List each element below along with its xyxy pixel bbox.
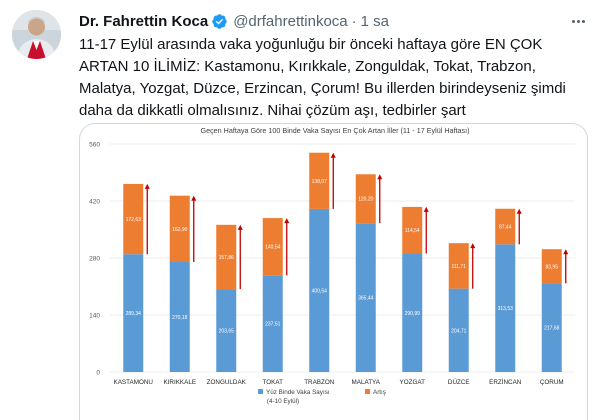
- data-label-increase: 87,44: [499, 225, 512, 231]
- x-tick-label: KASTAMONU: [114, 379, 154, 386]
- tweet-media-chart[interactable]: Geçen Haftaya Göre 100 Binde Vaka Sayısı…: [79, 123, 588, 420]
- bar-increase-5: [355, 174, 376, 224]
- data-label-base: 217,68: [544, 326, 560, 332]
- legend-swatch-base: [258, 389, 263, 394]
- data-label-increase: 140,54: [265, 245, 281, 251]
- increase-arrow-head: [423, 206, 429, 212]
- more-options-icon[interactable]: [566, 12, 590, 30]
- data-label-increase: 83,95: [545, 264, 558, 270]
- data-label-increase: 172,63: [126, 217, 142, 223]
- x-tick-label: KIRIKKALE: [163, 379, 196, 386]
- bar-base-8: [495, 244, 516, 372]
- x-tick-label: ZONGULDAK: [207, 379, 247, 386]
- bar-increase-9: [541, 249, 562, 284]
- data-label-increase: 120,20: [358, 197, 374, 203]
- data-label-base: 365,44: [358, 296, 374, 302]
- data-label-base: 204,71: [451, 328, 467, 334]
- verified-badge-icon: [212, 13, 227, 29]
- data-label-increase: 114,54: [405, 228, 420, 234]
- data-label-base: 313,53: [498, 306, 514, 312]
- author-name[interactable]: Dr. Fahrettin Koca: [79, 12, 209, 30]
- increase-arrow-head: [284, 218, 290, 224]
- bar-base-4: [309, 208, 330, 372]
- bar-increase-1: [169, 195, 190, 262]
- avatar-image: [12, 10, 61, 59]
- y-tick-label: 140: [89, 313, 100, 320]
- bar-chart: Geçen Haftaya Göre 100 Binde Vaka Sayısı…: [89, 126, 575, 405]
- y-tick-label: 420: [89, 199, 100, 206]
- bar-base-9: [541, 283, 562, 372]
- bar-increase-7: [448, 243, 469, 289]
- bar-base-2: [216, 289, 237, 372]
- increase-arrow-head: [191, 195, 197, 201]
- data-label-increase: 138,07: [312, 179, 328, 185]
- increase-arrow-head: [563, 249, 569, 255]
- data-label-base: 203,65: [219, 329, 235, 335]
- data-label-increase: 162,90: [172, 227, 188, 233]
- increase-arrow-head: [516, 208, 522, 214]
- data-label-base: 237,51: [265, 322, 281, 328]
- bar-increase-0: [123, 183, 144, 255]
- bar-base-0: [123, 254, 144, 372]
- y-tick-label: 280: [89, 256, 100, 263]
- bar-base-1: [169, 261, 190, 372]
- chart-title: Geçen Haftaya Göre 100 Binde Vaka Sayısı…: [201, 126, 470, 135]
- bar-increase-3: [262, 218, 283, 276]
- x-tick-label: MALATYA: [352, 379, 381, 386]
- author-avatar[interactable]: [12, 10, 61, 59]
- data-label-base: 290,99: [405, 311, 421, 317]
- tweet-text: 11-17 Eylül arasında vaka yoğunluğu bir …: [79, 36, 566, 119]
- increase-arrow-head: [144, 183, 150, 189]
- bar-increase-6: [402, 206, 423, 254]
- increase-arrow-head: [470, 243, 476, 249]
- x-tick-label: DÜZCE: [448, 378, 470, 386]
- data-label-base: 270,18: [172, 315, 188, 321]
- x-tick-label: TOKAT: [263, 379, 284, 386]
- bar-increase-8: [495, 208, 516, 245]
- legend-swatch-increase: [365, 389, 370, 394]
- author-handle[interactable]: @drfahrettinkoca: [233, 12, 348, 30]
- tweet-header: Dr. Fahrettin Koca @drfahrettinkoca · 1 …: [79, 11, 389, 31]
- legend-label-base-line2: (4-10 Eylül): [267, 398, 299, 405]
- bar-base-5: [355, 223, 376, 372]
- data-label-increase: 111,71: [451, 264, 466, 270]
- increase-arrow-head: [377, 174, 383, 180]
- increase-arrow-head: [237, 224, 243, 230]
- x-tick-label: ERZİNCAN: [489, 377, 522, 386]
- x-tick-label: ÇORUM: [540, 379, 564, 386]
- legend-label-base-line1: Yüz Binde Vaka Sayısı: [266, 389, 330, 396]
- data-label-base: 289,34: [126, 311, 142, 317]
- x-tick-label: YOZGAT: [400, 379, 426, 386]
- x-tick-label: TRABZON: [304, 379, 335, 386]
- tweet-timestamp[interactable]: 1 sa: [360, 12, 390, 30]
- legend-label-increase: Artış: [373, 389, 386, 396]
- bar-increase-2: [216, 224, 237, 290]
- bar-base-3: [262, 275, 283, 372]
- y-tick-label: 0: [96, 370, 100, 377]
- y-tick-label: 560: [89, 142, 100, 149]
- increase-arrow-head: [330, 152, 336, 158]
- data-label-base: 400,54: [312, 288, 328, 294]
- bar-base-6: [402, 253, 423, 372]
- separator-dot: ·: [351, 12, 357, 30]
- data-label-increase: 157,86: [219, 255, 235, 261]
- bar-base-7: [448, 288, 469, 372]
- bar-increase-4: [309, 152, 330, 209]
